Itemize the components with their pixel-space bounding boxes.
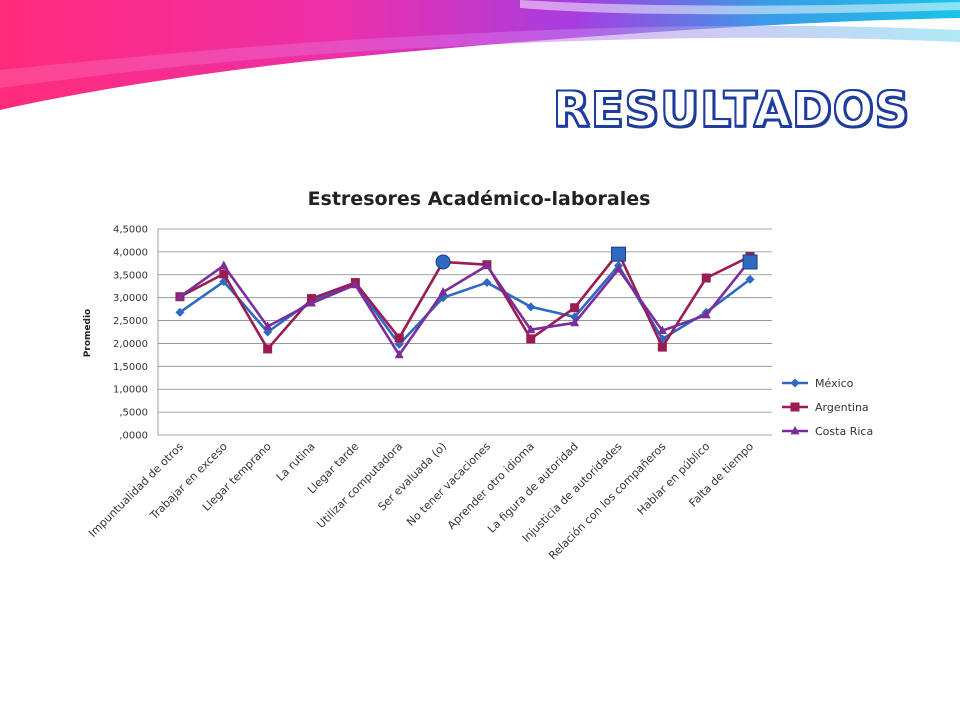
y-tick-label: 3,5000 (113, 270, 148, 281)
x-tick-label: Aprender otro idioma (445, 440, 537, 532)
data-point (526, 324, 536, 334)
legend-marker (790, 402, 800, 412)
x-tick-label: No tener vacaciones (404, 440, 493, 529)
y-tick-label: 2,5000 (113, 316, 148, 327)
data-point (482, 260, 492, 269)
series-line (179, 259, 752, 357)
data-point (614, 264, 623, 273)
data-point (657, 325, 667, 335)
data-point (526, 302, 536, 312)
series-line (179, 251, 751, 351)
data-point (438, 286, 448, 296)
chart-title: Estresores Académico-laborales (308, 188, 651, 210)
highlight-marker (435, 254, 451, 270)
legend-item: México (782, 377, 854, 390)
data-point (657, 342, 667, 352)
x-tick-label: Trabajar en exceso (147, 440, 230, 523)
y-tick-label: ,0000 (119, 431, 148, 442)
page-title: RESULTADOS (552, 81, 910, 139)
y-tick-label: ,5000 (119, 408, 148, 419)
y-axis-label: Promedio (83, 309, 93, 357)
data-point (570, 317, 580, 327)
legend-marker (790, 378, 800, 388)
data-point (394, 349, 404, 359)
highlight-markers (435, 246, 758, 270)
series-2 (175, 248, 755, 354)
legend: México Argentina Costa Rica (782, 377, 873, 438)
highlight-marker (611, 246, 626, 262)
data-point (526, 334, 536, 344)
y-tick-label: 3,0000 (113, 293, 148, 304)
series-1 (175, 261, 755, 349)
gridlines (157, 228, 772, 436)
data-point (175, 291, 185, 301)
data-point (307, 297, 316, 307)
x-tick-label: Utilizar computadora (314, 440, 405, 531)
highlight-marker (742, 254, 758, 270)
y-tick-label: 4,5000 (113, 225, 148, 236)
data-point (175, 307, 185, 317)
x-tick-label: La rutina (274, 440, 318, 484)
series-line (179, 264, 751, 346)
data-point (570, 303, 580, 313)
data-point (482, 278, 492, 288)
y-axis-ticks: ,0000 ,5000 1,0000 1,5000 2,0000 2,5000 3,0000… (113, 225, 148, 442)
y-tick-label: 1,0000 (113, 385, 148, 396)
legend-item: Argentina (782, 401, 869, 414)
data-point (745, 274, 755, 284)
data-point (350, 279, 360, 289)
data-point (263, 321, 273, 330)
y-tick-label: 2,0000 (113, 339, 148, 350)
legend-marker (790, 425, 800, 435)
series-3 (175, 254, 755, 359)
legend-item: Costa Rica (782, 425, 873, 438)
legend-label: México (815, 377, 854, 390)
y-tick-label: 4,0000 (113, 247, 148, 258)
data-point (219, 260, 229, 269)
legend-label: Argentina (815, 401, 869, 414)
x-tick-label: Hablar en público (635, 440, 713, 518)
data-point (701, 273, 711, 283)
data-point (219, 269, 229, 279)
data-point (394, 333, 404, 343)
data-point (701, 309, 711, 319)
series-lines (175, 248, 755, 359)
y-tick-label: 1,5000 (113, 362, 148, 373)
legend-label: Costa Rica (815, 425, 873, 438)
data-point (263, 344, 273, 354)
